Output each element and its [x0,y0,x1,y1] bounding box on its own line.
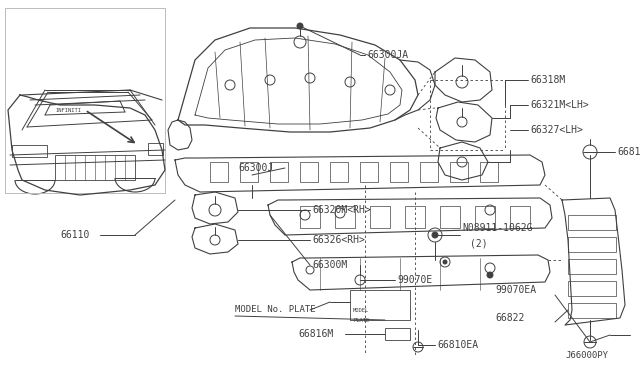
Text: 99070E: 99070E [397,275,432,285]
Text: 66327<LH>: 66327<LH> [530,125,583,135]
Text: 66321M<LH>: 66321M<LH> [530,100,589,110]
Bar [12,145,47,157]
Bar [55,155,135,180]
Bar [405,206,425,228]
Bar [360,162,378,182]
Bar [510,206,530,228]
Text: 99070EA: 99070EA [495,285,536,295]
Text: INFINITI: INFINITI [55,108,81,112]
Circle shape [443,260,447,264]
Bar [270,162,288,182]
Bar [475,206,495,228]
Bar [568,259,616,274]
Bar [350,290,410,320]
Bar [300,162,318,182]
Circle shape [432,232,438,238]
Bar [390,162,408,182]
Text: 66816M: 66816M [298,329,333,339]
Text: MODEL No. PLATE: MODEL No. PLATE [235,305,316,314]
Text: MODEL: MODEL [353,308,369,312]
Bar [568,303,616,318]
Bar [440,206,460,228]
Text: 66300JA: 66300JA [367,50,408,60]
Bar [335,206,355,228]
Text: 66320M<RH>: 66320M<RH> [312,205,371,215]
Text: 66822: 66822 [495,313,524,323]
Text: 66318M: 66318M [530,75,565,85]
Bar [568,281,616,296]
Bar [240,162,258,182]
Bar [385,328,410,340]
Text: 66326<RH>: 66326<RH> [312,235,365,245]
Bar [568,215,616,230]
Bar [568,237,616,252]
Bar [5,8,165,193]
Bar [148,143,163,155]
Text: 66810EA: 66810EA [437,340,478,350]
Bar [370,206,390,228]
Bar [420,162,438,182]
Text: N08911-1062G: N08911-1062G [462,223,532,233]
Text: 66300J: 66300J [238,163,273,173]
Circle shape [487,272,493,278]
Text: 66300M: 66300M [312,260,348,270]
Bar [450,162,468,182]
Bar [300,206,320,228]
Bar [480,162,498,182]
Circle shape [297,23,303,29]
Text: J66000PY: J66000PY [565,350,608,359]
Bar [330,162,348,182]
Bar [210,162,228,182]
Text: 66810E: 66810E [617,147,640,157]
Text: 66110: 66110 [60,230,90,240]
Text: (2): (2) [470,238,488,248]
Text: PLATE: PLATE [353,317,369,323]
